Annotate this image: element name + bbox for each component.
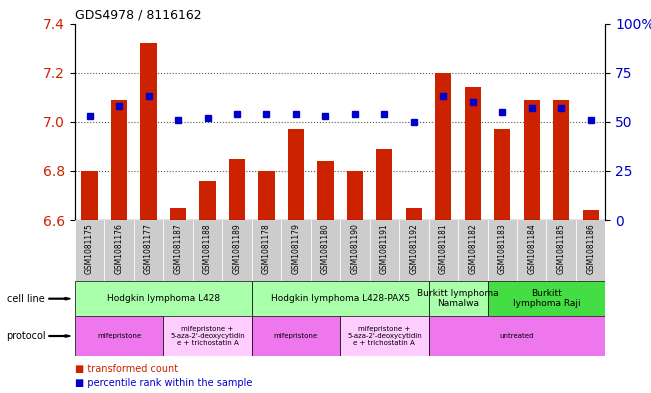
Bar (494, 129, 510, 220)
Text: GSM1081185: GSM1081185 (557, 223, 566, 274)
Text: GDS4978 / 8116162: GDS4978 / 8116162 (75, 8, 202, 21)
Text: mifepristone: mifepristone (97, 333, 141, 339)
Bar (252, 281, 428, 316)
Text: GSM1081188: GSM1081188 (203, 223, 212, 274)
Text: cell line: cell line (7, 294, 44, 304)
Bar (583, 210, 599, 220)
Bar (199, 181, 215, 220)
Text: GSM1081184: GSM1081184 (527, 223, 536, 274)
Text: GSM1081178: GSM1081178 (262, 223, 271, 274)
Bar (488, 281, 605, 316)
Bar (252, 316, 340, 356)
Bar (428, 281, 488, 316)
Text: GSM1081191: GSM1081191 (380, 223, 389, 274)
Bar (317, 161, 333, 220)
Text: untreated: untreated (500, 333, 534, 339)
Text: ■ percentile rank within the sample: ■ percentile rank within the sample (75, 378, 252, 388)
Text: GSM1081189: GSM1081189 (232, 223, 242, 274)
Text: mifepristone +
5-aza-2'-deoxycytidin
e + trichostatin A: mifepristone + 5-aza-2'-deoxycytidin e +… (170, 326, 245, 346)
Bar (553, 100, 570, 220)
Bar (517, 220, 546, 281)
Bar (399, 220, 428, 281)
Text: GSM1081187: GSM1081187 (174, 223, 182, 274)
Bar (163, 316, 252, 356)
Text: ■ transformed count: ■ transformed count (75, 364, 178, 375)
Bar (436, 73, 451, 220)
Bar (546, 220, 576, 281)
Bar (340, 316, 428, 356)
Bar (193, 220, 222, 281)
Text: mifepristone: mifepristone (274, 333, 318, 339)
Text: GSM1081175: GSM1081175 (85, 223, 94, 274)
Bar (170, 208, 186, 220)
Bar (311, 220, 340, 281)
Text: GSM1081186: GSM1081186 (586, 223, 595, 274)
Text: GSM1081190: GSM1081190 (350, 223, 359, 274)
Bar (376, 149, 393, 220)
Bar (163, 220, 193, 281)
Text: GSM1081181: GSM1081181 (439, 223, 448, 274)
Bar (523, 100, 540, 220)
Bar (340, 220, 370, 281)
Bar (465, 88, 481, 220)
Bar (81, 171, 98, 220)
Text: Hodgkin lymphoma L428: Hodgkin lymphoma L428 (107, 294, 220, 303)
Bar (406, 208, 422, 220)
Bar (347, 171, 363, 220)
Text: GSM1081177: GSM1081177 (144, 223, 153, 274)
Bar (488, 220, 517, 281)
Text: GSM1081192: GSM1081192 (409, 223, 419, 274)
Text: GSM1081183: GSM1081183 (498, 223, 506, 274)
Bar (75, 220, 104, 281)
Bar (134, 220, 163, 281)
Bar (75, 281, 252, 316)
Bar (428, 316, 605, 356)
Bar (576, 220, 605, 281)
Bar (252, 220, 281, 281)
Text: protocol: protocol (7, 331, 46, 341)
Bar (104, 220, 134, 281)
Bar (141, 43, 157, 220)
Text: Hodgkin lymphoma L428-PAX5: Hodgkin lymphoma L428-PAX5 (271, 294, 409, 303)
Text: mifepristone +
5-aza-2'-deoxycytidin
e + trichostatin A: mifepristone + 5-aza-2'-deoxycytidin e +… (347, 326, 422, 346)
Bar (75, 316, 163, 356)
Text: GSM1081176: GSM1081176 (115, 223, 124, 274)
Bar (111, 100, 127, 220)
Bar (428, 220, 458, 281)
Bar (370, 220, 399, 281)
Bar (229, 159, 245, 220)
Bar (222, 220, 252, 281)
Text: Burkitt lymphoma
Namalwa: Burkitt lymphoma Namalwa (417, 289, 499, 309)
Bar (281, 220, 311, 281)
Bar (458, 220, 488, 281)
Text: GSM1081179: GSM1081179 (292, 223, 300, 274)
Bar (258, 171, 275, 220)
Text: GSM1081182: GSM1081182 (468, 223, 477, 274)
Bar (288, 129, 304, 220)
Text: GSM1081180: GSM1081180 (321, 223, 330, 274)
Text: Burkitt
lymphoma Raji: Burkitt lymphoma Raji (513, 289, 580, 309)
